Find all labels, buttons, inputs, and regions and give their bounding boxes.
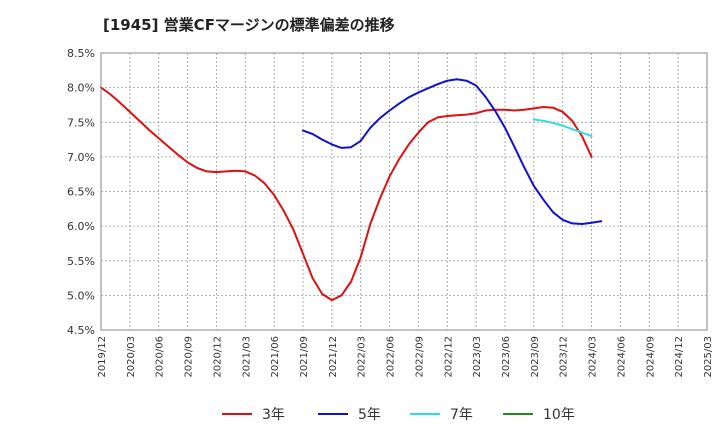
x-tick-label: 2024/09 xyxy=(645,336,656,378)
x-tick-label: 2019/12 xyxy=(97,336,108,378)
x-tick-label: 2022/03 xyxy=(357,336,368,378)
y-tick-label: 8.0% xyxy=(67,82,95,95)
x-tick-label: 2022/06 xyxy=(386,336,397,378)
y-tick-label: 6.0% xyxy=(67,220,95,233)
series-line xyxy=(100,86,593,302)
y-tick-label: 4.5% xyxy=(67,324,95,337)
chart-title: [1945] 営業CFマージンの標準偏差の推移 xyxy=(103,16,395,34)
x-tick-label: 2023/12 xyxy=(559,336,570,378)
y-tick-label: 5.5% xyxy=(67,255,95,268)
x-tick-label: 2023/06 xyxy=(501,336,512,378)
series-lines xyxy=(100,78,603,302)
plot-frame xyxy=(100,52,708,331)
x-tick-label: 2020/06 xyxy=(155,336,166,378)
legend-label: 10年 xyxy=(543,407,575,423)
x-tick-label: 2021/06 xyxy=(270,336,281,378)
y-tick-label: 5.0% xyxy=(67,289,95,302)
x-tick-label: 2023/09 xyxy=(530,336,541,378)
legend-label: 7年 xyxy=(450,407,473,423)
series-line xyxy=(532,118,593,138)
y-tick-label: 8.5% xyxy=(67,47,95,60)
x-tick-label: 2021/03 xyxy=(241,336,252,378)
x-tick-label: 2023/03 xyxy=(472,336,483,378)
x-tick-label: 2024/12 xyxy=(674,336,685,378)
x-tick-label: 2022/09 xyxy=(414,336,425,378)
x-tick-label: 2020/09 xyxy=(184,336,195,378)
x-tick-label: 2021/09 xyxy=(299,336,310,378)
x-tick-label: 2024/06 xyxy=(616,336,627,378)
x-axis: 2019/12 2020/03 2020/06 2020/09 2020/12 2021/… xyxy=(97,336,714,378)
x-tick-label: 2021/12 xyxy=(328,336,339,378)
legend-label: 3年 xyxy=(262,407,285,423)
legend-label: 5年 xyxy=(358,407,381,423)
y-tick-label: 6.5% xyxy=(67,186,95,199)
grid xyxy=(100,52,708,331)
x-tick-label: 2020/03 xyxy=(126,336,137,378)
x-tick-label: 2024/03 xyxy=(588,336,599,378)
y-axis: 4.5% 5.0% 5.5% 6.0% 6.5% 7.0% 7.5% 8.0% 8.5% xyxy=(67,47,95,337)
y-tick-label: 7.5% xyxy=(67,116,95,129)
x-tick-label: 2022/12 xyxy=(443,336,454,378)
legend: 3年 5年 7年 10年 xyxy=(222,407,575,423)
series-line xyxy=(302,78,603,225)
y-tick-label: 7.0% xyxy=(67,151,95,164)
x-tick-label: 2025/03 xyxy=(703,336,714,378)
x-tick-label: 2020/12 xyxy=(212,336,223,378)
